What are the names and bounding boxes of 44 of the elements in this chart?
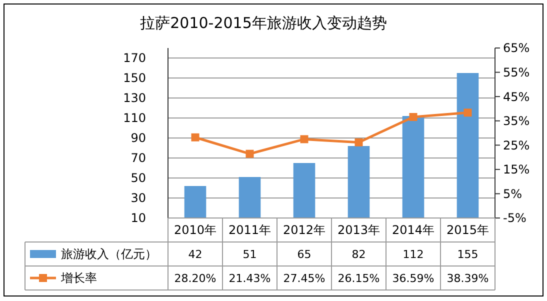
data-label: 21.43%: [228, 272, 271, 285]
point: [354, 138, 363, 146]
y2-tick-label: 35%: [503, 114, 530, 128]
data-label: 112: [402, 248, 424, 261]
point: [300, 135, 308, 144]
point: [464, 108, 472, 117]
y2-tick-label: 65%: [503, 41, 530, 56]
x-tick-label: 2012年: [282, 223, 326, 238]
y-tick-label: 150: [123, 71, 146, 86]
y-tick-label: 170: [123, 51, 146, 66]
y-tick-label: 110: [123, 111, 146, 126]
x-tick-label: 2015年: [446, 223, 490, 238]
data-label: 27.45%: [283, 272, 326, 285]
point: [191, 133, 200, 142]
y-tick-label: 30: [130, 191, 146, 206]
x-tick-label: 2014年: [392, 223, 435, 238]
point: [409, 112, 418, 121]
y2-tick-label: -5%: [503, 211, 526, 226]
data-label: 36.59%: [392, 272, 434, 285]
x-tick-label: 2010年: [174, 223, 217, 238]
data-label: 42: [188, 248, 202, 261]
data-label: 51: [242, 248, 257, 261]
y-tick-label: 10: [130, 211, 146, 226]
y-tick-label: 70: [130, 151, 146, 166]
legend-label: 旅游收入（亿元）: [61, 247, 157, 262]
point: [246, 150, 254, 158]
y2-tick-label: 45%: [503, 90, 530, 104]
data-label: 26.15%: [338, 272, 380, 285]
data-label: 82: [352, 248, 366, 261]
y-tick-label: 90: [130, 131, 146, 146]
y-tick-label: 130: [123, 91, 146, 106]
x-tick-label: 2013年: [337, 223, 380, 238]
data-label: 65: [297, 248, 312, 261]
y2-tick-label: 55%: [503, 65, 530, 80]
y-tick-label: 50: [130, 171, 146, 186]
y2-tick-label: 25%: [503, 138, 530, 152]
y2-tick-label: 15%: [503, 162, 530, 177]
y2-tick-label: 5%: [503, 186, 522, 201]
data-label: 28.20%: [174, 272, 216, 285]
data-label: 155: [457, 248, 478, 261]
x-tick-label: 2011年: [228, 223, 272, 238]
data-label: 38.39%: [446, 272, 489, 285]
chart-title: 拉萨2010-2015年旅游收入变动趋势: [140, 14, 387, 32]
legend-label: 增长率: [60, 271, 97, 286]
